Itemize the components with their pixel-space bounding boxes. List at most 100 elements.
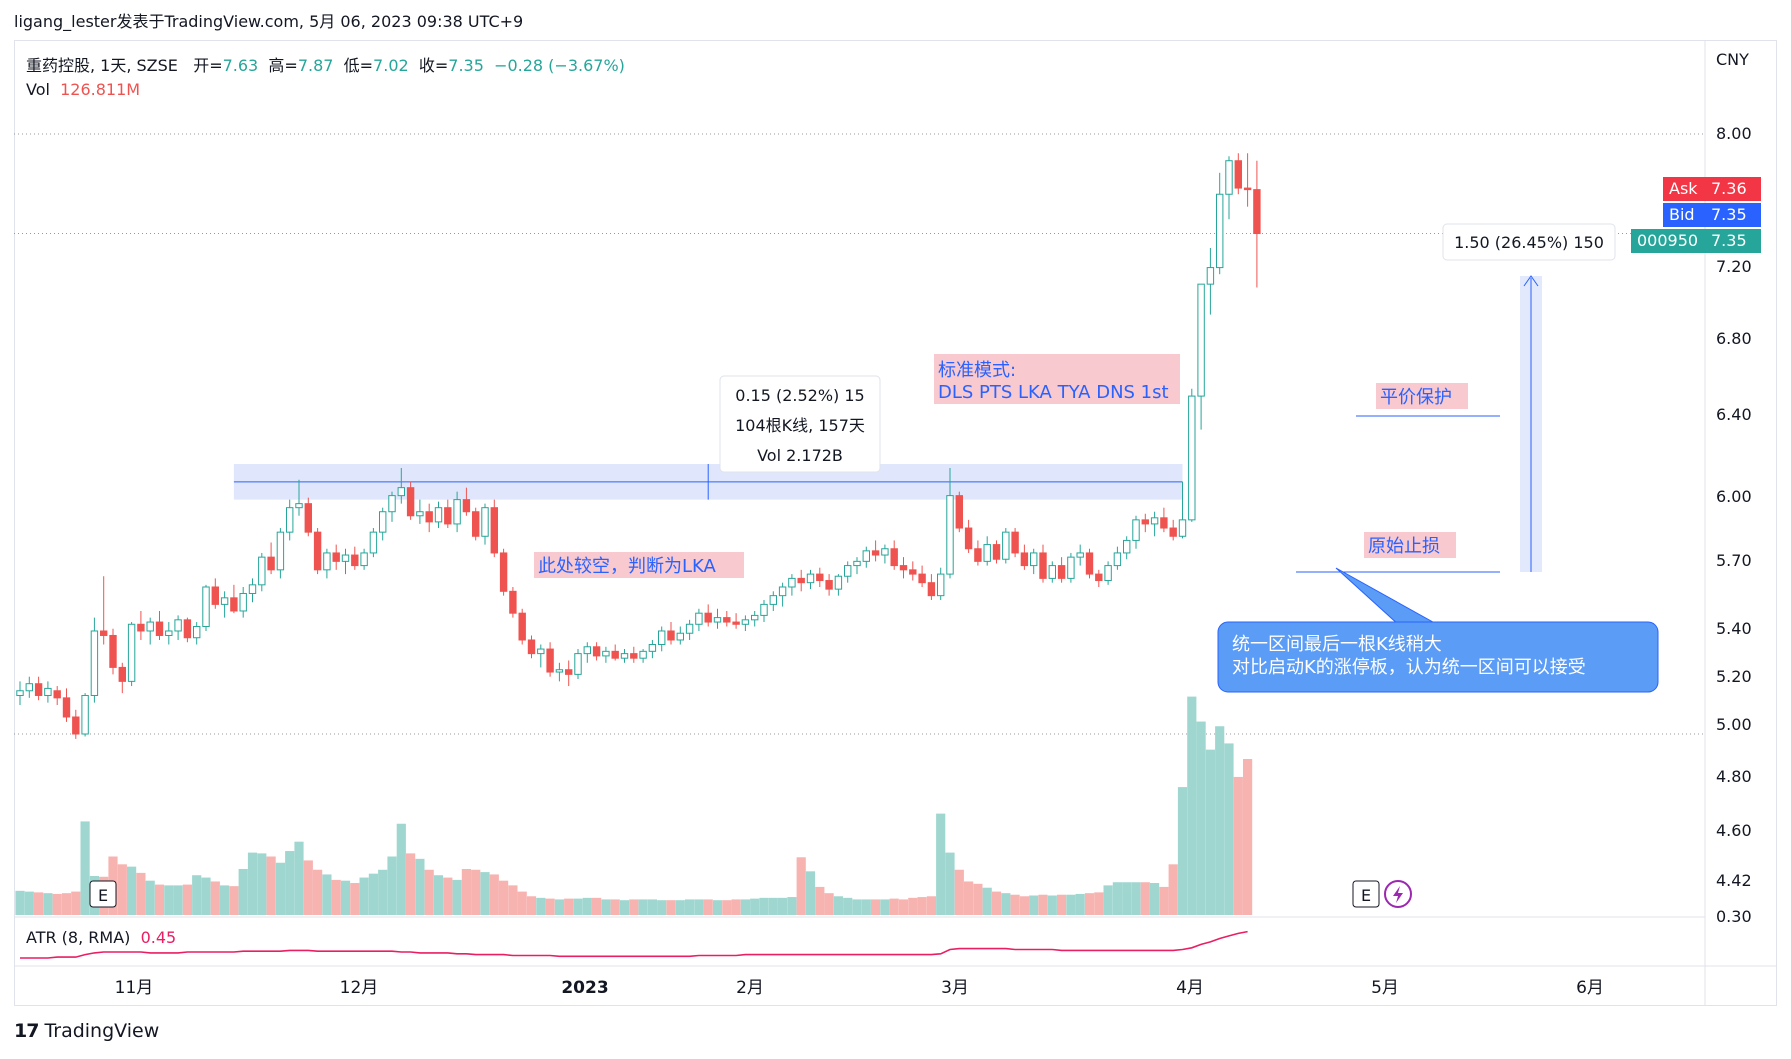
volume-bar <box>210 881 220 915</box>
volume-bar <box>452 879 462 915</box>
candle-body <box>537 648 545 655</box>
candle-body <box>341 554 350 562</box>
candle-body <box>1067 556 1075 579</box>
volume-bar <box>1168 864 1178 915</box>
volume-bar <box>461 868 471 915</box>
volume-bar <box>229 886 239 915</box>
currency-label[interactable]: CNY <box>1716 50 1749 69</box>
lka-note-text: 此处较空，判断为LKA <box>538 556 717 577</box>
candle-body <box>844 565 852 577</box>
candle-body <box>1020 552 1029 567</box>
volume-bar <box>368 873 378 915</box>
candle-body <box>890 548 898 567</box>
volume-bar <box>1196 721 1206 915</box>
earnings-marker-label: E <box>98 886 108 905</box>
tradingview-logo[interactable]: 17 TradingView <box>14 1020 159 1042</box>
candle-body <box>16 690 24 696</box>
symbol-name[interactable]: 重药控股, 1天, SZSE <box>26 56 178 75</box>
candle-body <box>220 597 229 605</box>
volume-bar <box>610 899 620 915</box>
candle-body <box>230 597 238 612</box>
volume-bar <box>778 897 788 915</box>
volume-bar <box>1205 749 1215 915</box>
candle-body <box>1225 160 1233 195</box>
volume-bar <box>387 856 397 915</box>
y-tick-label: 4.42 <box>1716 871 1752 890</box>
range-info-box <box>719 375 881 473</box>
range-info-line: 0.15 (2.52%) 15 <box>735 386 864 405</box>
candle-body <box>193 626 201 639</box>
candle-body <box>1150 517 1159 525</box>
candle-body <box>72 716 80 735</box>
pattern-label-bg <box>934 354 1180 404</box>
volume-bar <box>666 900 676 915</box>
volume-bar <box>964 881 974 915</box>
candle-body <box>555 669 564 673</box>
candle-body <box>1104 565 1112 582</box>
stop-label-bg <box>1364 532 1456 558</box>
candle-body <box>574 653 582 675</box>
candle-body <box>434 507 443 523</box>
candle-body <box>1039 552 1047 579</box>
candle-body <box>137 623 145 632</box>
candle-body <box>81 694 89 735</box>
volume-bar <box>1075 893 1085 915</box>
volume-bar <box>247 852 258 915</box>
candle-body <box>685 623 694 634</box>
volume-bar <box>499 880 509 915</box>
volume-bar <box>378 869 388 915</box>
volume-bar <box>220 885 230 915</box>
volume-bar <box>313 869 323 915</box>
volume-bar <box>629 899 639 915</box>
candle-body <box>611 650 619 659</box>
volume-bar <box>322 874 332 915</box>
candle-body <box>397 487 406 497</box>
volume-bar <box>954 869 964 915</box>
y-tick-label: 0.30 <box>1716 907 1752 926</box>
volume-bar <box>703 899 713 915</box>
measure-info-box <box>1442 223 1616 261</box>
candle-body <box>127 623 136 682</box>
volume-bar <box>1066 894 1076 915</box>
candle-body <box>1048 565 1056 579</box>
low-label: 低= <box>343 56 374 75</box>
volume-legend: Vol 126.811M <box>26 80 140 99</box>
stop-label: 原始止损 <box>1368 536 1440 557</box>
volume-bar <box>480 872 490 915</box>
volume-bar <box>685 899 695 915</box>
y-tick-label: 5.00 <box>1716 715 1752 734</box>
candle-body <box>388 495 396 513</box>
y-tick-label: 6.40 <box>1716 405 1752 424</box>
candle-body <box>1178 519 1187 537</box>
volume-bar <box>731 899 741 915</box>
candle-body <box>946 495 954 575</box>
volume-bar <box>768 897 778 915</box>
candle-body <box>695 612 703 625</box>
candle-body <box>509 590 517 614</box>
y-tick-label: 5.40 <box>1716 619 1752 638</box>
volume-bar <box>592 897 602 915</box>
volume-label: Vol <box>26 80 50 99</box>
volume-bar <box>843 897 853 915</box>
candle-body <box>713 617 722 623</box>
volume-bar <box>294 841 304 915</box>
volume-bar <box>1019 896 1029 915</box>
volume-bar <box>750 898 760 915</box>
candle-body <box>518 612 526 641</box>
chart-frame <box>14 40 1777 1006</box>
callout-line: 对比启动K的涨停板，认为统一区间可以接受 <box>1232 657 1586 678</box>
volume-bar <box>61 893 72 915</box>
candle-body <box>732 621 740 625</box>
y-tick-label: 7.20 <box>1716 257 1752 276</box>
candle-body <box>267 556 275 571</box>
ask-tag-label: Ask <box>1663 177 1705 201</box>
volume-bar <box>973 883 983 915</box>
candle-body <box>1141 519 1149 525</box>
volume-bar <box>908 897 918 915</box>
candle-body <box>258 556 266 586</box>
volume-bar <box>127 866 137 915</box>
candle-body <box>1216 193 1224 269</box>
candle-body <box>155 621 164 636</box>
candle-body <box>1132 519 1140 541</box>
